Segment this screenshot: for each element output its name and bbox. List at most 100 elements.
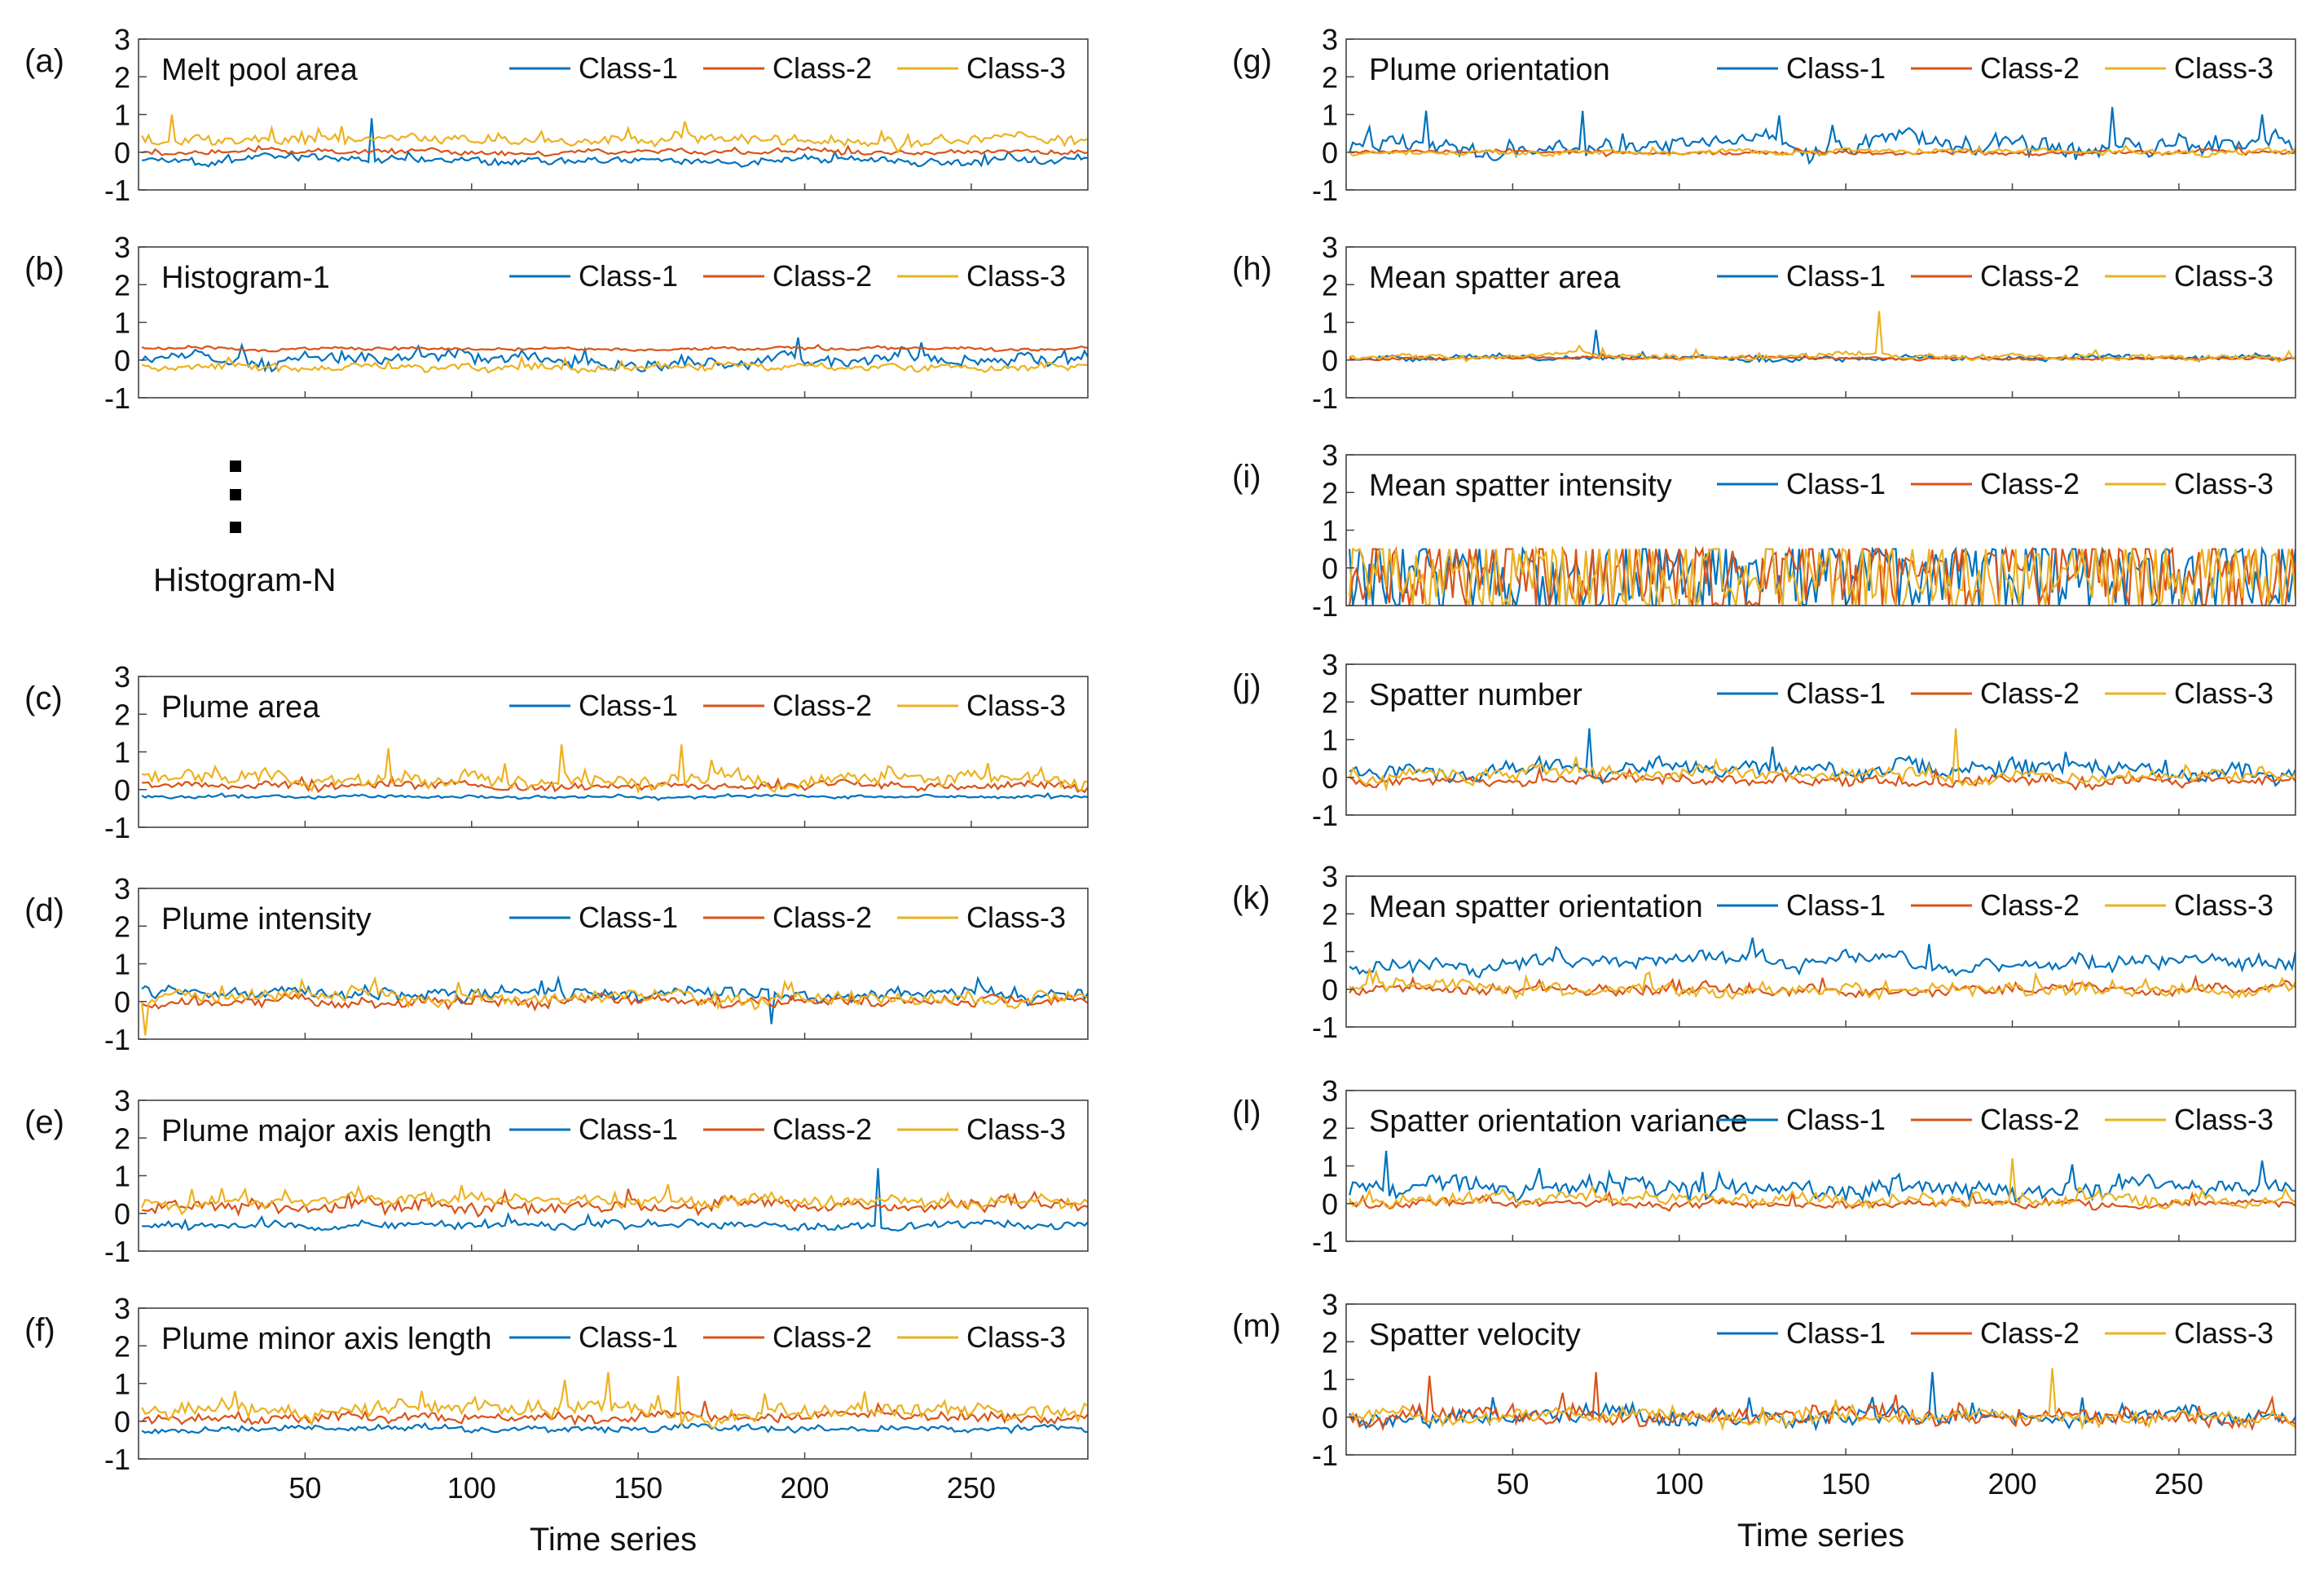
legend-label-class-2: Class-2 [1980, 1103, 2080, 1136]
ellipsis-dot [230, 489, 241, 500]
y-tick-label: 3 [1322, 1288, 1338, 1321]
y-tick-label: 1 [1322, 724, 1338, 757]
series-line-class-2 [1349, 545, 2295, 606]
series-line-class-2 [1349, 352, 2295, 362]
legend-label-class-3: Class-3 [2174, 51, 2273, 85]
y-tick-label: 3 [1322, 438, 1338, 472]
series-line-class-2 [1349, 145, 2295, 157]
y-tick-label: -1 [1312, 589, 1338, 623]
y-tick-label: -1 [104, 811, 130, 844]
panel-g: -1 0 1 2 3 (g) Plume orientation Class-1 Class-2… [1232, 23, 2296, 207]
y-tick-label: 0 [114, 1405, 130, 1439]
panel-e: -1 0 1 2 3 (e) Plume major axis length Class-1 C… [24, 1084, 1089, 1268]
panel-a: -1 0 1 2 3 (a) Melt pool area Class-1 Class-2 Cla… [24, 23, 1089, 207]
panel-label: (e) [24, 1104, 64, 1140]
series-line-class-3 [1349, 545, 2295, 606]
y-tick-label: -1 [104, 1443, 130, 1476]
legend-label-class-3: Class-3 [966, 1113, 1066, 1146]
panel-i: -1 0 1 2 3 (i) Mean spatter intensity Class-1 Cl… [1232, 438, 2296, 623]
y-tick-label: 0 [1322, 136, 1338, 170]
legend-label-class-1: Class-1 [1786, 51, 1886, 85]
panel-title: Mean spatter area [1369, 261, 1621, 295]
ellipsis-marker [230, 460, 241, 533]
series-line-class-2 [1349, 1190, 2295, 1213]
panel-label: (g) [1232, 43, 1272, 79]
legend-label-class-2: Class-2 [772, 259, 872, 293]
panel-title: Histogram-1 [161, 261, 330, 295]
series-line-class-2 [141, 144, 1088, 157]
legend-label-class-1: Class-1 [579, 1113, 678, 1146]
series-line-class-3 [1349, 728, 2295, 792]
series-line-class-1 [1349, 728, 2295, 787]
legend-label-class-2: Class-2 [1980, 467, 2080, 500]
series-line-class-2 [1349, 765, 2295, 791]
legend-label-class-1: Class-1 [579, 901, 678, 934]
y-tick-label: -1 [1312, 1439, 1338, 1472]
y-tick-label: 0 [114, 773, 130, 807]
y-tick-label: 0 [1322, 973, 1338, 1007]
panel-title: Mean spatter orientation [1369, 890, 1703, 924]
legend-label-class-2: Class-2 [1980, 259, 2080, 293]
panel-b: -1 0 1 2 3 (b) Histogram-1 Class-1 Class-2 Class-… [24, 231, 1089, 415]
y-tick-label: 0 [1322, 344, 1338, 377]
legend-label-class-2: Class-2 [772, 1113, 872, 1146]
y-tick-label: 3 [1322, 23, 1338, 56]
legend-label-class-3: Class-3 [966, 259, 1066, 293]
legend-label-class-1: Class-1 [1786, 888, 1886, 922]
panel-j: -1 0 1 2 3 (j) Spatter number Class-1 Class-2 Cla… [1232, 648, 2296, 832]
y-tick-label: 0 [114, 1197, 130, 1231]
series-line-class-3 [141, 744, 1088, 795]
y-tick-label: 2 [1322, 897, 1338, 931]
y-tick-label: 2 [114, 1122, 130, 1155]
y-tick-label: -1 [104, 1023, 130, 1056]
legend-label-class-2: Class-2 [772, 51, 872, 85]
series-line-class-1 [1349, 1150, 2295, 1204]
panel-label: (l) [1232, 1095, 1261, 1130]
panel-label: (i) [1232, 459, 1261, 495]
legend-label-class-3: Class-3 [966, 901, 1066, 934]
panel-label: (k) [1232, 880, 1270, 916]
x-tick-label: 200 [781, 1471, 830, 1505]
legend-label-class-2: Class-2 [1980, 51, 2080, 85]
y-tick-label: 2 [1322, 685, 1338, 719]
series-line-class-1 [141, 791, 1088, 801]
legend-label-class-1: Class-1 [579, 1320, 678, 1354]
panel-title: Spatter orientation variance [1369, 1104, 1748, 1139]
y-tick-label: 0 [114, 344, 130, 377]
series-line-class-3 [1349, 1158, 2295, 1210]
y-tick-label: 0 [1322, 761, 1338, 795]
y-tick-label: 3 [114, 23, 130, 56]
histogram-n-label: Histogram-N [153, 562, 337, 598]
legend-label-class-3: Class-3 [2174, 1103, 2273, 1136]
legend-label-class-3: Class-3 [2174, 467, 2273, 500]
y-tick-label: 1 [114, 1160, 130, 1193]
panel-k: -1 0 1 2 3 (k) Mean spatter orientation Class-1… [1232, 860, 2296, 1044]
legend-label-class-3: Class-3 [966, 1320, 1066, 1354]
panel-title: Spatter velocity [1369, 1318, 1581, 1352]
y-tick-label: 1 [1322, 936, 1338, 969]
y-tick-label: 3 [114, 231, 130, 264]
y-tick-label: 1 [114, 99, 130, 132]
panel-title: Plume major axis length [161, 1114, 492, 1148]
legend-label-class-2: Class-2 [772, 1320, 872, 1354]
y-tick-label: 1 [1322, 514, 1338, 548]
series-line-class-3 [141, 355, 1088, 375]
series-line-class-3 [141, 976, 1088, 1036]
y-tick-label: 2 [1322, 1325, 1338, 1359]
y-tick-label: 2 [1322, 60, 1338, 94]
panel-title: Plume orientation [1369, 53, 1610, 87]
series-line-class-1 [141, 1421, 1088, 1434]
y-tick-label: 2 [1322, 476, 1338, 509]
x-axis-label: Time series [1737, 1518, 1904, 1553]
panel-title: Plume minor axis length [161, 1322, 492, 1356]
y-tick-label: -1 [104, 174, 130, 207]
y-tick-label: 0 [1322, 1188, 1338, 1221]
y-tick-label: 3 [114, 872, 130, 906]
legend-label-class-1: Class-1 [1786, 1316, 1886, 1350]
y-tick-label: 3 [1322, 231, 1338, 264]
y-tick-label: 1 [1322, 306, 1338, 340]
y-tick-label: -1 [1312, 1225, 1338, 1258]
y-tick-label: 1 [1322, 99, 1338, 132]
series-line-class-3 [1349, 311, 2295, 364]
panel-label: (j) [1232, 668, 1261, 704]
